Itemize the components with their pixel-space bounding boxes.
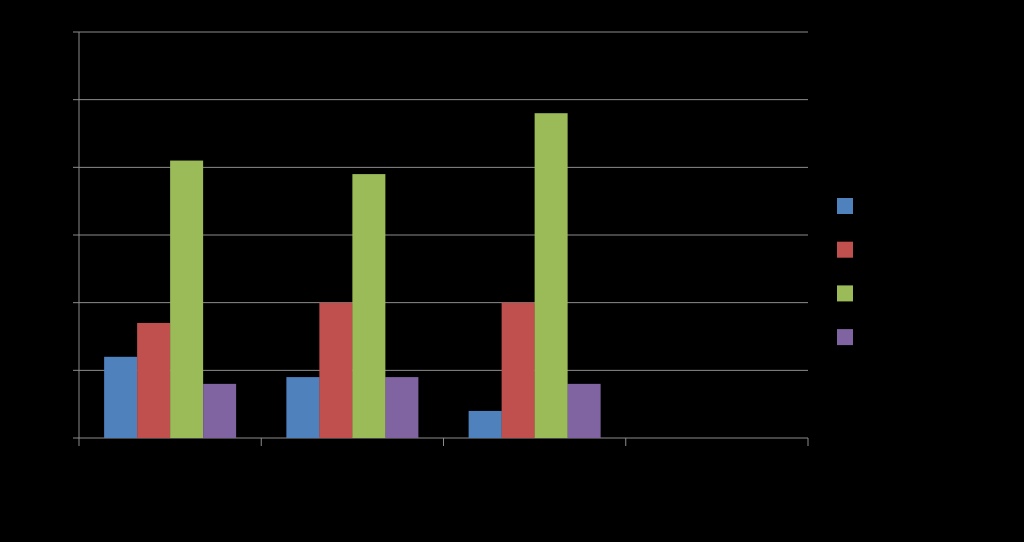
- legend-swatch: [837, 198, 853, 214]
- bar: [352, 174, 386, 438]
- bar: [319, 302, 353, 438]
- legend-swatch: [837, 241, 853, 258]
- legend-swatch: [837, 285, 853, 302]
- bar: [170, 160, 204, 439]
- bar: [534, 113, 568, 438]
- bar: [567, 383, 601, 438]
- bar: [501, 302, 535, 438]
- legend-swatch: [837, 329, 853, 346]
- bar: [203, 383, 237, 438]
- bar: [385, 377, 419, 438]
- bar: [104, 356, 138, 438]
- bar: [468, 410, 502, 438]
- bar: [137, 322, 171, 438]
- bar: [286, 377, 320, 438]
